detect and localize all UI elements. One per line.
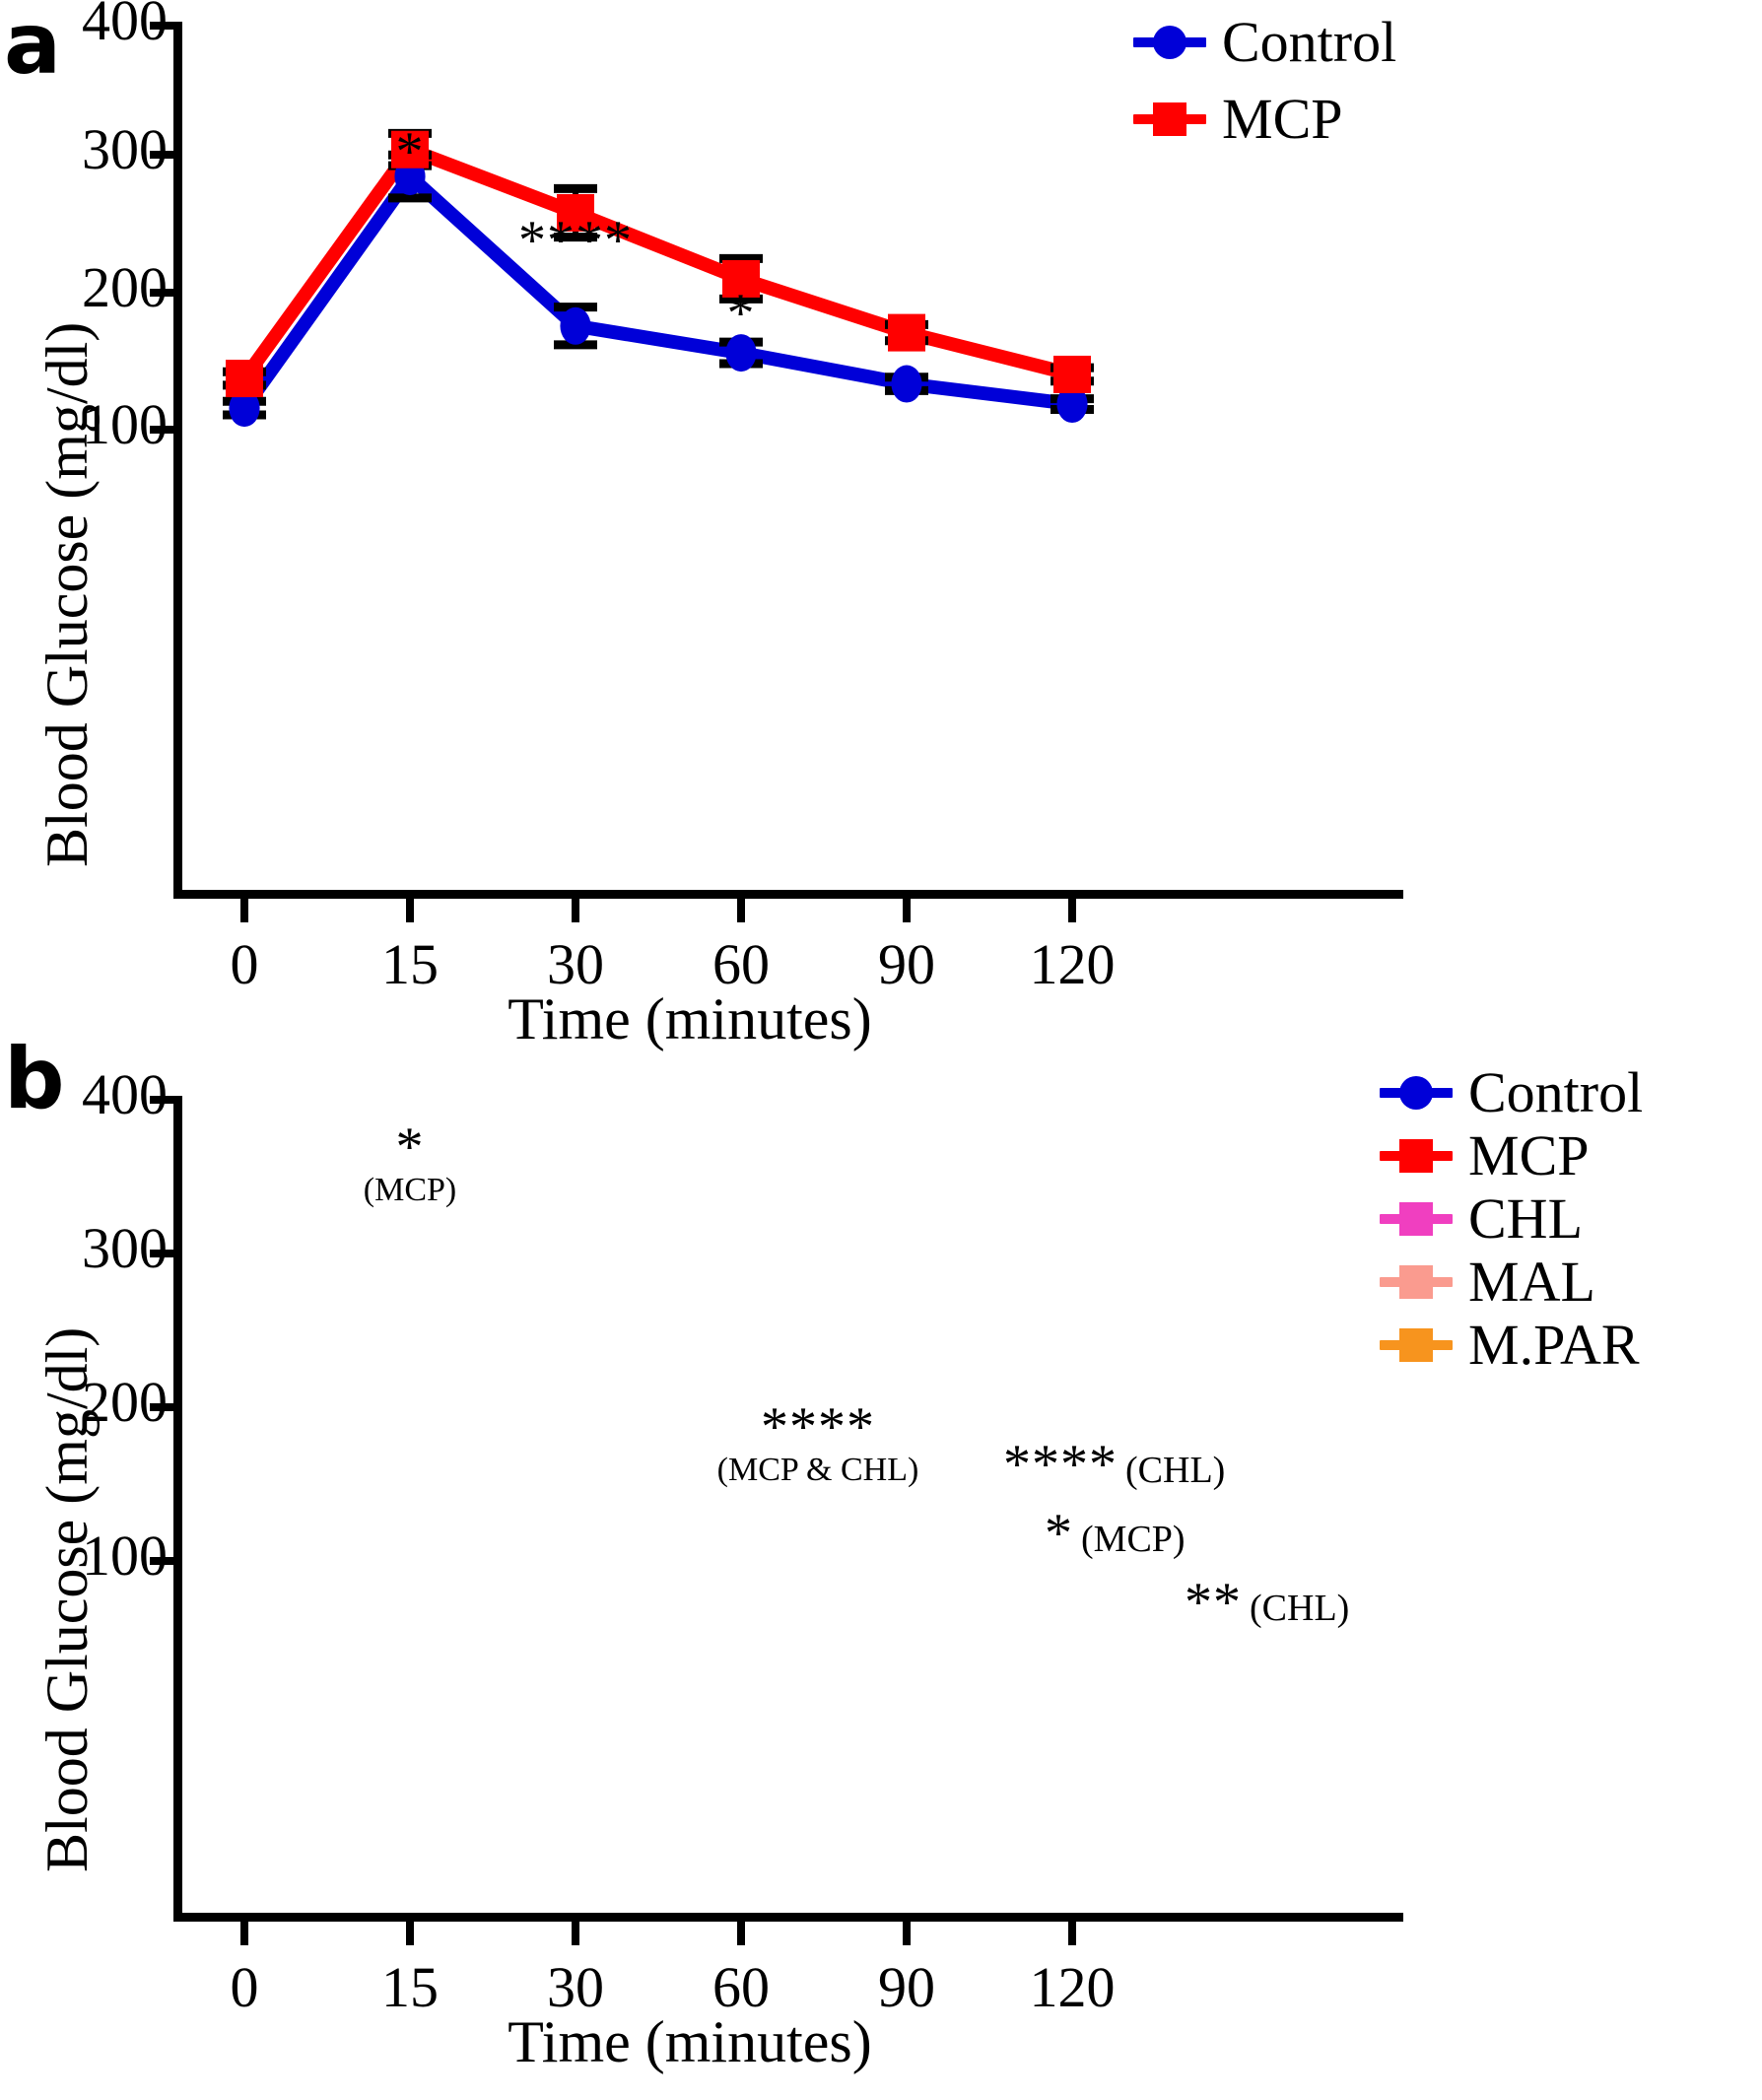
- legend-item-control[interactable]: Control: [1133, 10, 1397, 74]
- panel-a-ytick-mark-300: [150, 151, 175, 159]
- panel-b-x-axis: [173, 1913, 1403, 1922]
- panel-a-xtick-30: 30: [547, 932, 604, 996]
- panel-a-annotation-60-stars: *: [726, 283, 756, 344]
- panel-b-ytick-mark-100: [150, 1557, 175, 1565]
- legend-label-control: Control: [1222, 10, 1397, 74]
- panel-b-letter: b: [4, 1030, 65, 1128]
- panel-a-ytick-mark-100: [150, 426, 175, 434]
- panel-a-xtick-0: 0: [230, 932, 259, 996]
- panel-b-ytick-100: 100: [82, 1524, 168, 1588]
- panel-b-annotation-120-chl-stars: **: [1185, 1572, 1242, 1633]
- panel-a-xtick-90: 90: [878, 932, 935, 996]
- panel-b-y-axis: [173, 1096, 182, 1922]
- panel-a-legend: Control MCP: [1133, 10, 1397, 151]
- panel-b: b Blood Glucose (mg/dl) 400 300 200 100 …: [0, 1037, 1762, 2100]
- legend-key-chl: [1380, 1202, 1453, 1236]
- panel-b-annotation-90-chl-stars: ****: [1003, 1434, 1118, 1495]
- legend-key-control: [1380, 1076, 1453, 1110]
- panel-b-annotation-60: **** (MCP & CHL): [670, 1396, 966, 1489]
- panel-b-annotation-90-mcp: * (MCP): [1045, 1503, 1186, 1564]
- panel-a: a Blood Glucose (mg/dl) 400 300 200 100 …: [0, 0, 1762, 1051]
- panel-b-xtick-120: 120: [1029, 1955, 1116, 2019]
- panel-b-annotation-90-mcp-stars: *: [1045, 1503, 1073, 1564]
- panel-b-xtick-30: 30: [547, 1955, 604, 2019]
- panel-a-ytick-mark-200: [150, 289, 175, 297]
- panel-b-legend: Control MCP CHL MAL: [1380, 1060, 1644, 1377]
- panel-a-xtick-15: 15: [381, 932, 439, 996]
- panel-a-annotation-15-stars: *: [395, 121, 425, 182]
- panel-b-annotation-60-stars: ****: [761, 1396, 875, 1457]
- legend-item-chl[interactable]: CHL: [1380, 1186, 1643, 1251]
- panel-b-xtick-0: 0: [230, 1955, 259, 2019]
- panel-a-annotation-60: *: [682, 283, 800, 344]
- panel-a-ytick-200: 200: [82, 255, 168, 319]
- legend-label-mcp: MCP: [1468, 1123, 1590, 1187]
- legend-label-control: Control: [1468, 1060, 1644, 1124]
- panel-b-annotation-15-stars: *: [395, 1117, 425, 1178]
- legend-label-chl: CHL: [1468, 1186, 1583, 1251]
- panel-b-annotation-90-chl-sub: (CHL): [1125, 1450, 1226, 1491]
- panel-a-annotation-15: *: [351, 121, 469, 182]
- panel-b-xtick-90: 90: [878, 1955, 935, 2019]
- panel-a-xtick-60: 60: [712, 932, 770, 996]
- panel-b-xtick-mark-30: [572, 1922, 579, 1945]
- legend-label-mcp: MCP: [1222, 87, 1343, 151]
- panel-b-ytick-mark-400: [150, 1096, 175, 1104]
- panel-b-ytick-400: 400: [82, 1062, 168, 1126]
- legend-item-mcp[interactable]: MCP: [1380, 1123, 1643, 1187]
- panel-b-ytick-200: 200: [82, 1370, 168, 1434]
- panel-a-xtick-mark-90: [903, 899, 911, 922]
- panel-a-y-axis: [173, 22, 182, 899]
- panel-a-plot: [223, 128, 1094, 428]
- panel-b-xtick-mark-120: [1068, 1922, 1076, 1945]
- panel-b-ytick-mark-300: [150, 1250, 175, 1257]
- panel-a-xtick-mark-30: [572, 899, 579, 922]
- panel-b-annotation-120-chl: ** (CHL): [1185, 1572, 1350, 1633]
- panel-b-xtick-60: 60: [712, 1955, 770, 2019]
- legend-item-mal[interactable]: MAL: [1380, 1250, 1643, 1314]
- legend-item-mpar[interactable]: M.PAR: [1380, 1313, 1643, 1377]
- legend-item-mcp[interactable]: MCP: [1133, 87, 1396, 151]
- legend-item-control[interactable]: Control: [1380, 1060, 1644, 1124]
- panel-a-xtick-mark-0: [240, 899, 248, 922]
- panel-a-x-axis: [173, 890, 1403, 899]
- panel-b-x-axis-label: Time (minutes): [508, 2009, 872, 2074]
- panel-a-x-axis-label: Time (minutes): [508, 986, 872, 1051]
- panel-a-annotation-30-stars: ****: [518, 210, 633, 271]
- panel-a-xtick-mark-120: [1068, 899, 1076, 922]
- panel-b-xtick-mark-0: [240, 1922, 248, 1945]
- legend-key-mcp: [1380, 1139, 1453, 1173]
- panel-b-xtick-mark-60: [737, 1922, 745, 1945]
- panel-b-annotation-15: * (MCP): [331, 1117, 489, 1209]
- panel-b-annotation-120-chl-sub: (CHL): [1250, 1588, 1350, 1629]
- panel-a-ytick-300: 300: [82, 117, 168, 181]
- legend-key-control: [1133, 26, 1206, 59]
- panel-b-xtick-mark-90: [903, 1922, 911, 1945]
- panel-a-annotation-30: ****: [457, 210, 694, 271]
- panel-b-annotation-60-sub: (MCP & CHL): [716, 1452, 919, 1489]
- panel-a-xtick-120: 120: [1029, 932, 1116, 996]
- panel-b-ytick-mark-200: [150, 1403, 175, 1411]
- panel-b-xtick-15: 15: [381, 1955, 439, 2019]
- panel-a-ytick-100: 100: [82, 392, 168, 456]
- panel-b-annotation-15-sub: (MCP): [363, 1172, 457, 1209]
- panel-b-xtick-mark-15: [406, 1922, 414, 1945]
- panel-a-xtick-mark-60: [737, 899, 745, 922]
- panel-b-annotation-90-mcp-sub: (MCP): [1081, 1519, 1186, 1560]
- panel-b-annotation-90-chl: **** (CHL): [1003, 1434, 1226, 1495]
- legend-key-mcp: [1133, 102, 1206, 136]
- legend-key-mal: [1380, 1265, 1453, 1299]
- legend-key-mpar: [1380, 1328, 1453, 1362]
- panel-b-ytick-300: 300: [82, 1216, 168, 1280]
- legend-label-mpar: M.PAR: [1468, 1313, 1640, 1377]
- panel-a-ytick-mark-400: [150, 22, 175, 30]
- panel-a-letter: a: [4, 0, 62, 94]
- panel-a-xtick-mark-15: [406, 899, 414, 922]
- legend-label-mal: MAL: [1468, 1250, 1595, 1314]
